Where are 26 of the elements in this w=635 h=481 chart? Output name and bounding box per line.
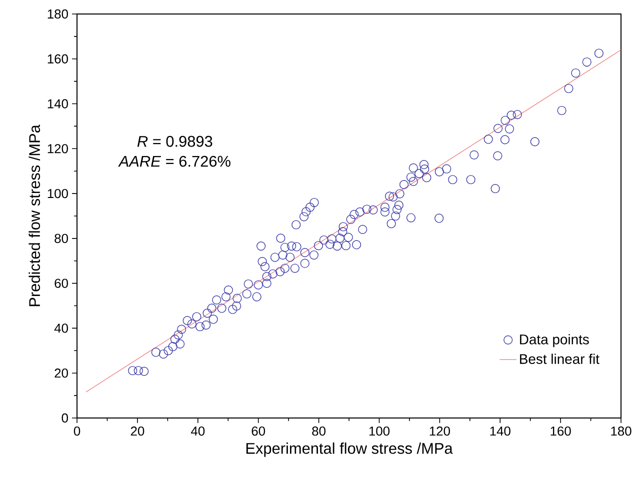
- x-tick-label: 80: [312, 426, 326, 436]
- x-tick-label: 100: [369, 426, 390, 436]
- y-tick-label: 80: [54, 234, 68, 244]
- y-tick-label: 0: [62, 413, 68, 423]
- x-tick-label: 140: [490, 426, 510, 436]
- legend-label: Data points: [520, 334, 589, 348]
- x-tick-label: 120: [430, 426, 450, 436]
- x-tick-label: 40: [190, 426, 205, 436]
- y-tick-label: 60: [54, 278, 68, 288]
- x-tick-label: 0: [74, 426, 80, 436]
- annotation: R = 0.9893: [137, 136, 212, 147]
- y-tick-label: 40: [54, 324, 68, 333]
- x-axis-title: Experimental flow stress /MPa: [246, 442, 453, 457]
- y-tick-label: 180: [48, 9, 68, 19]
- legend-label: Best linear fit: [520, 354, 600, 364]
- y-tick-label: 140: [48, 99, 68, 108]
- annotation: AARE = 6.726%: [118, 156, 230, 167]
- x-tick-label: 20: [130, 426, 144, 436]
- x-tick-label: 60: [252, 426, 266, 436]
- y-tick-label: 20: [54, 368, 68, 378]
- y-tick-label: 160: [48, 54, 68, 64]
- y-tick-label: 120: [48, 144, 68, 154]
- y-axis-title: Predicted flow stress /MPa: [28, 124, 40, 306]
- x-tick-label: 160: [550, 426, 571, 436]
- x-tick-label: 180: [611, 426, 632, 436]
- y-tick-label: 100: [48, 188, 68, 198]
